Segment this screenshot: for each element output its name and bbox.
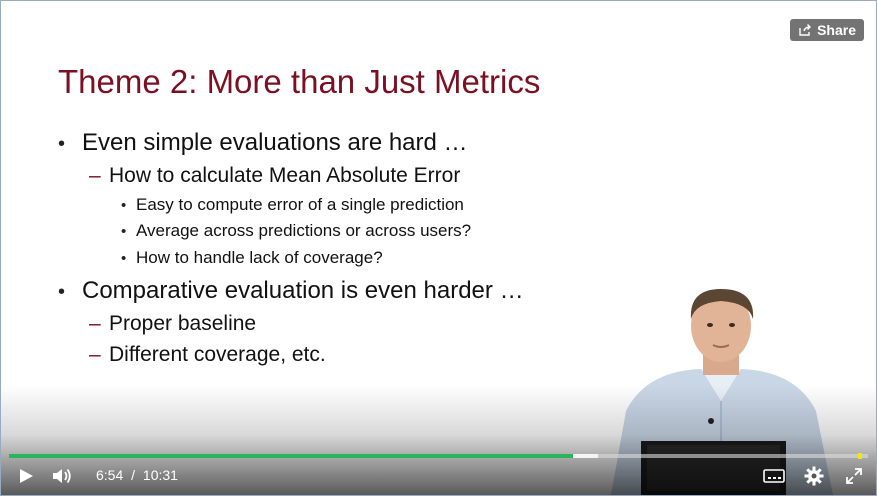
play-button[interactable] <box>13 463 39 489</box>
current-time: 6:54 <box>96 467 124 483</box>
bullet-item: • How to handle lack of coverage? <box>121 248 383 268</box>
bullet-item: – Proper baseline <box>89 312 256 336</box>
bullet-text: Easy to compute error of a single predic… <box>136 195 464 214</box>
bullet-marker: – <box>89 312 101 335</box>
captions-icon <box>763 469 785 483</box>
progress-bar[interactable] <box>9 453 868 459</box>
bullet-marker: • <box>121 250 127 267</box>
bullet-marker: • <box>121 223 127 240</box>
settings-button[interactable] <box>801 463 827 489</box>
progress-marker <box>858 453 862 459</box>
duration: 10:31 <box>142 467 178 483</box>
fullscreen-button[interactable] <box>841 463 867 489</box>
bullet-marker: – <box>89 343 101 366</box>
gear-icon <box>804 466 824 486</box>
volume-button[interactable] <box>49 463 75 489</box>
slide-title: Theme 2: More than Just Metrics <box>58 63 541 100</box>
share-button[interactable]: Share <box>790 19 864 41</box>
share-icon <box>799 24 812 36</box>
bullet-marker: • <box>121 197 127 214</box>
bullet-item: – How to calculate Mean Absolute Error <box>89 164 460 188</box>
time-display: 6:54 / 10:31 <box>96 467 182 483</box>
fullscreen-icon <box>846 468 862 484</box>
bullet-text: How to calculate Mean Absolute Error <box>109 164 461 187</box>
share-label: Share <box>817 22 856 38</box>
time-separator: / <box>131 467 136 483</box>
volume-icon <box>53 468 71 484</box>
bullet-item: • Comparative evaluation is even harder … <box>58 277 524 305</box>
bullet-marker: – <box>89 164 101 187</box>
bullet-text: Proper baseline <box>109 312 257 335</box>
bullet-item: • Average across predictions or across us… <box>121 221 471 241</box>
play-icon <box>20 469 33 483</box>
bullet-marker: • <box>58 281 66 303</box>
bullet-text: Even simple evaluations are hard … <box>82 129 468 156</box>
bullet-marker: • <box>58 133 66 155</box>
bullet-text: Different coverage, etc. <box>109 343 326 366</box>
bullet-text: Average across predictions or across use… <box>136 221 472 240</box>
progress-buffered <box>572 454 599 458</box>
captions-button[interactable] <box>761 463 787 489</box>
bullet-text: How to handle lack of coverage? <box>136 248 383 267</box>
bullet-item: – Different coverage, etc. <box>89 343 326 367</box>
progress-played <box>9 454 573 458</box>
bullet-item: • Easy to compute error of a single predi… <box>121 195 464 215</box>
bullet-item: • Even simple evaluations are hard … <box>58 129 468 157</box>
bullet-text: Comparative evaluation is even harder … <box>82 277 524 304</box>
